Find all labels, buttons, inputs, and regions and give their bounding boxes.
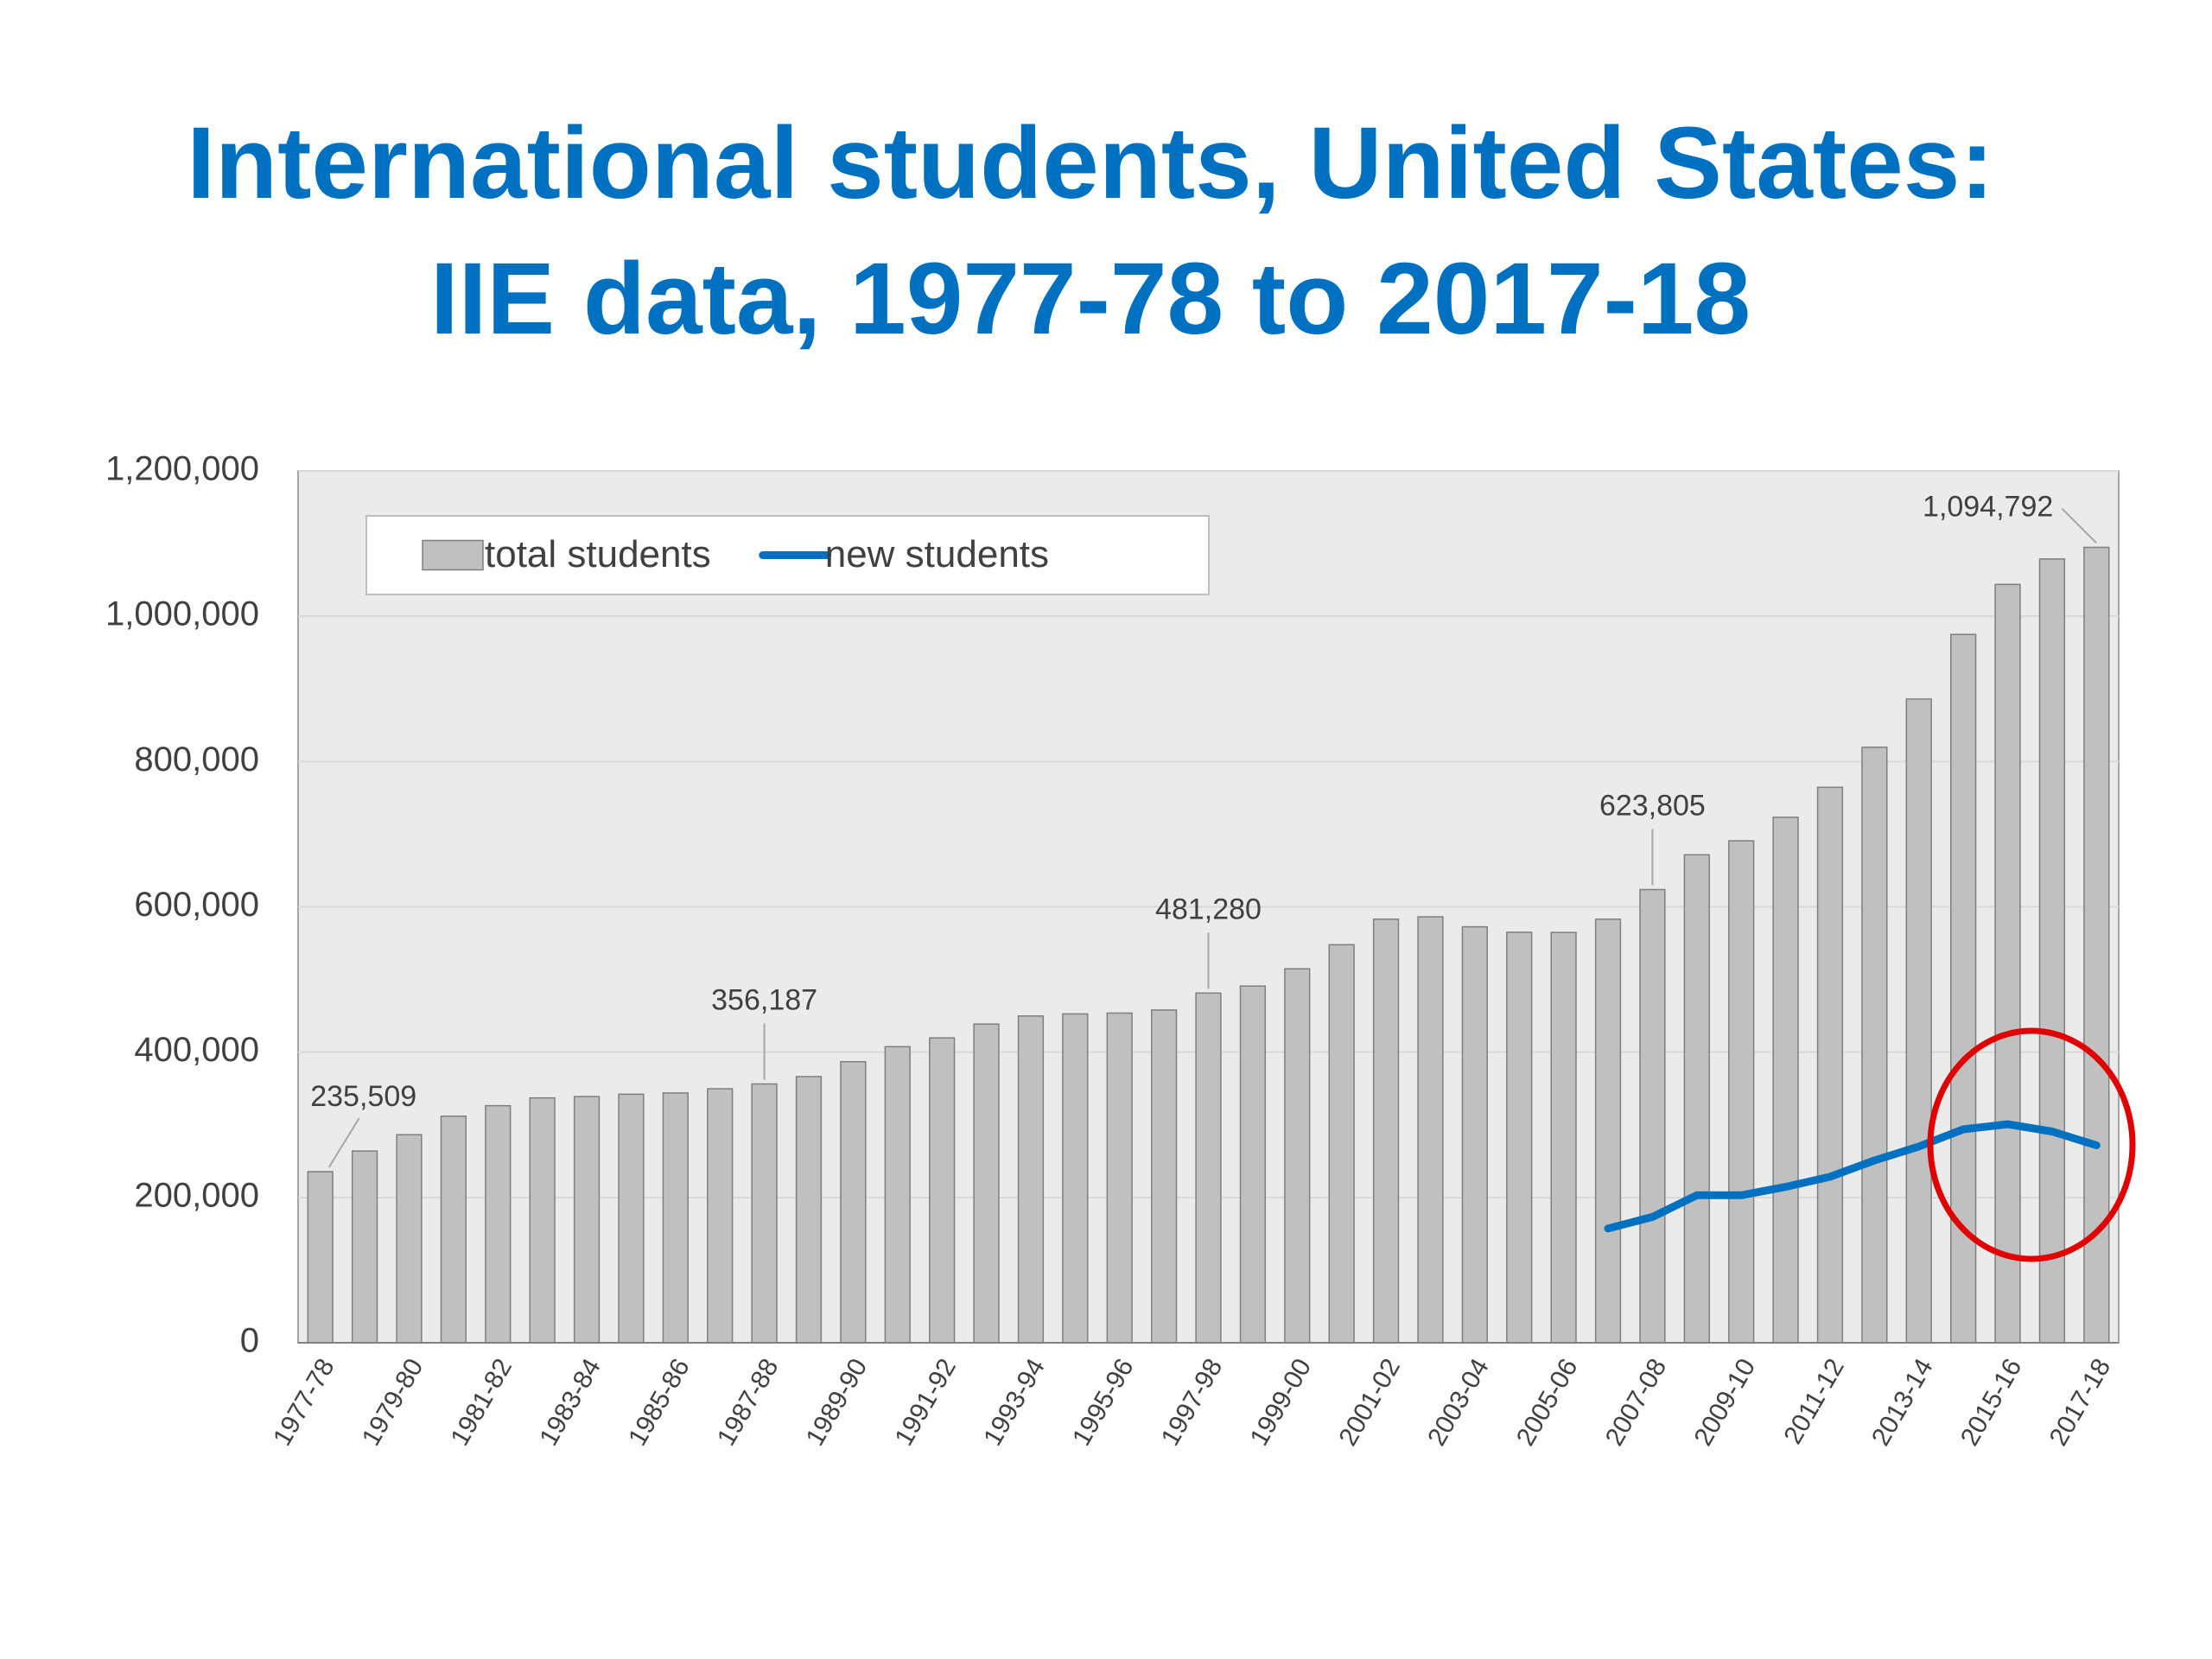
bar bbox=[485, 1104, 512, 1344]
x-tick-label: 2015-16 bbox=[1955, 1354, 2028, 1451]
bar bbox=[573, 1096, 601, 1344]
bar bbox=[707, 1088, 734, 1344]
bar bbox=[396, 1134, 423, 1344]
x-tick-label: 2011-12 bbox=[1778, 1354, 1850, 1449]
x-tick-label: 2017-18 bbox=[2044, 1354, 2117, 1451]
x-tick-label: 1997-98 bbox=[1156, 1354, 1229, 1451]
bar bbox=[1772, 817, 1799, 1344]
bar bbox=[973, 1023, 1000, 1344]
bar bbox=[351, 1150, 378, 1344]
x-tick-label: 1993-94 bbox=[978, 1354, 1051, 1451]
bar bbox=[1639, 888, 1666, 1344]
bar bbox=[1106, 1012, 1133, 1344]
data-label: 623,805 bbox=[1599, 789, 1706, 822]
y-tick-label: 200,000 bbox=[134, 1176, 259, 1214]
y-tick-label: 800,000 bbox=[134, 741, 259, 779]
x-tick-label: 1991-92 bbox=[889, 1354, 962, 1451]
bar bbox=[1461, 925, 1488, 1344]
chart-title: International students, United States: bbox=[187, 106, 1993, 220]
bar bbox=[1017, 1015, 1045, 1344]
data-label: 1,094,792 bbox=[1923, 490, 2053, 523]
bar bbox=[1195, 992, 1222, 1344]
bar bbox=[751, 1083, 778, 1344]
x-tick-label: 1981-82 bbox=[446, 1354, 518, 1451]
x-tick-label: 1977-78 bbox=[268, 1354, 340, 1451]
bar bbox=[1328, 944, 1355, 1344]
bar bbox=[840, 1060, 867, 1344]
bar bbox=[795, 1076, 823, 1344]
bar bbox=[1994, 583, 2021, 1344]
bar bbox=[1594, 918, 1622, 1344]
y-tick-label: 1,200,000 bbox=[105, 450, 259, 488]
bar bbox=[1062, 1013, 1089, 1344]
legend-label: total students bbox=[485, 533, 711, 575]
y-tick-label: 0 bbox=[240, 1322, 259, 1360]
bar bbox=[1816, 786, 1844, 1344]
leader-line bbox=[2061, 507, 2098, 544]
x-tick-label: 1999-00 bbox=[1245, 1354, 1318, 1451]
legend-label: new students bbox=[825, 533, 1049, 575]
y-tick-label: 400,000 bbox=[134, 1031, 259, 1069]
bar bbox=[1683, 854, 1710, 1344]
bar bbox=[1284, 968, 1311, 1344]
bar bbox=[1949, 633, 1977, 1344]
data-label: 235,509 bbox=[310, 1080, 416, 1113]
x-tick-label: 1989-90 bbox=[801, 1354, 874, 1451]
bar bbox=[1239, 985, 1267, 1344]
bar bbox=[1506, 931, 1533, 1344]
y-tick-label: 1,000,000 bbox=[105, 595, 259, 633]
y-tick-label: 600,000 bbox=[134, 886, 259, 924]
line bbox=[1604, 1120, 2101, 1233]
x-tick-label: 2005-06 bbox=[1511, 1354, 1584, 1451]
bar bbox=[618, 1093, 645, 1344]
bar bbox=[1372, 918, 1400, 1344]
highlight-circle bbox=[1927, 1027, 2136, 1262]
chart-title: IIE data, 1977-78 to 2017-18 bbox=[430, 242, 1751, 356]
x-tick-label: 2007-08 bbox=[1600, 1354, 1673, 1451]
data-label: 356,187 bbox=[711, 983, 817, 1016]
bar bbox=[1550, 931, 1577, 1344]
x-tick-label: 1983-84 bbox=[534, 1354, 607, 1451]
bar bbox=[1150, 1009, 1178, 1344]
x-tick-label: 2001-02 bbox=[1333, 1354, 1406, 1451]
bar bbox=[2038, 558, 2066, 1344]
x-tick-label: 1987-88 bbox=[712, 1354, 785, 1451]
bar bbox=[1417, 916, 1444, 1344]
bar bbox=[2083, 546, 2110, 1344]
x-tick-label: 1985-86 bbox=[623, 1354, 696, 1451]
x-tick-label: 2009-10 bbox=[1688, 1354, 1761, 1451]
bar bbox=[529, 1096, 556, 1344]
bar bbox=[662, 1092, 689, 1344]
x-tick-label: 2003-04 bbox=[1422, 1354, 1495, 1451]
bar bbox=[929, 1037, 956, 1344]
bar bbox=[1861, 747, 1888, 1344]
x-tick-label: 1995-96 bbox=[1067, 1354, 1140, 1451]
bar bbox=[307, 1171, 334, 1344]
bar bbox=[884, 1046, 911, 1344]
bar bbox=[440, 1116, 467, 1344]
bar bbox=[1905, 698, 1932, 1344]
legend-swatch bbox=[422, 539, 484, 571]
leader-line bbox=[327, 1117, 360, 1168]
x-tick-label: 2013-14 bbox=[1866, 1354, 1939, 1451]
data-label: 481,280 bbox=[1155, 893, 1262, 925]
bar bbox=[1728, 840, 1755, 1344]
x-tick-label: 1979-80 bbox=[357, 1354, 429, 1451]
